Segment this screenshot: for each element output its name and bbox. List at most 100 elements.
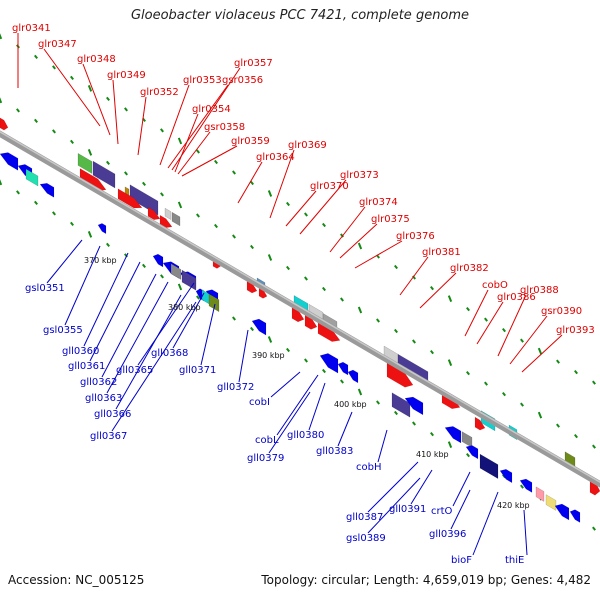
leader-glr0382 [419, 272, 457, 309]
scale-tick [322, 222, 326, 228]
gene-label-glr0359: glr0359 [231, 136, 270, 147]
gene-label-glr0347: glr0347 [38, 39, 77, 50]
gene-label-gsr0356: gsr0356 [222, 75, 263, 86]
leader-gll0383 [337, 411, 353, 447]
gene-label-cobo: cobO [482, 280, 508, 291]
scale-tick [177, 137, 183, 145]
gene-box [535, 486, 545, 502]
gene-box [129, 184, 159, 216]
label-leader-lines [17, 33, 563, 556]
leader-gsr0358 [177, 131, 211, 175]
reverse-gene-arrow [444, 426, 462, 444]
scale-tick [0, 33, 3, 40]
gene-label-glr0374: glr0374 [359, 197, 398, 208]
leader-gll0396 [450, 489, 471, 530]
scale-tick [556, 423, 560, 428]
genome-backbone [0, 130, 600, 488]
scale-tick [214, 159, 218, 165]
gene-label-glr0369: glr0369 [288, 140, 327, 151]
leader-glr0364 [237, 161, 263, 204]
reverse-gene-arrow [519, 478, 533, 493]
gene-label-gll0368: gll0368 [151, 348, 188, 359]
gene-label-gll0366: gll0366 [94, 409, 131, 420]
scale-tick [447, 295, 453, 302]
leader-gll0365 [137, 282, 195, 366]
kbp-label: 420 kbp [497, 501, 530, 510]
gene-label-glr0386: glr0386 [497, 292, 536, 303]
scale-tick [160, 128, 164, 133]
scale-tick [376, 318, 380, 323]
leader-glr0388 [497, 294, 527, 357]
reverse-gene-arrow [554, 503, 570, 521]
scale-tick [70, 221, 74, 227]
reverse-gene-arrow [337, 361, 349, 376]
gene-label-gll0362: gll0362 [80, 377, 117, 388]
scale-tick [520, 484, 524, 489]
leader-glr0370 [285, 190, 317, 227]
leader-glr0381 [399, 256, 429, 296]
forward-gene-arrow [117, 188, 143, 209]
reverse-gene-arrow [499, 469, 513, 484]
scale-tick [106, 160, 110, 166]
scale-tick [124, 107, 128, 112]
gene-label-gsr0358: gsr0358 [204, 122, 245, 133]
gene-label-gsl0389: gsl0389 [346, 533, 386, 544]
genome-summary-text: Topology: circular; Length: 4,659,019 bp… [261, 573, 591, 587]
scale-tick [196, 295, 200, 300]
gene-label-glr0354: glr0354 [192, 104, 231, 115]
scale-tick [214, 223, 218, 229]
leader-glr0393 [521, 334, 563, 373]
scale-tick [232, 170, 236, 175]
gene-label-gsl0351: gsl0351 [25, 283, 65, 294]
scale-tick [394, 410, 398, 416]
gene-box [170, 263, 182, 280]
leader-cobl [276, 374, 319, 436]
leader-glr0352 [137, 96, 147, 156]
scale-tick [124, 171, 128, 176]
scale-tick [52, 65, 56, 70]
map-title: Gloeobacter violaceus PCC 7421, complete… [130, 8, 470, 23]
gene-box [479, 453, 499, 480]
scale-tick [430, 431, 434, 437]
scale-tick [177, 201, 183, 209]
leader-gll0379 [268, 391, 311, 454]
leader-glr0348 [82, 63, 111, 136]
gene-label-gll0363: gll0363 [85, 393, 122, 404]
gene-label-glr0375: glr0375 [371, 214, 410, 225]
scale-tick [196, 213, 200, 218]
leader-glr0374 [329, 206, 366, 253]
scale-tick [304, 212, 308, 217]
scale-tick [430, 349, 434, 355]
accession-text: Accession: NC_005125 [8, 573, 145, 587]
leader-glr0376 [354, 240, 403, 269]
leader-gsl0389 [367, 477, 421, 534]
scale-tick [447, 359, 453, 366]
leader-gsl0355 [64, 245, 101, 326]
scale-tick [322, 368, 326, 374]
kbp-label: 380 kbp [168, 303, 201, 312]
scale-tick [520, 402, 524, 407]
scale-tick [304, 358, 308, 363]
leader-gll0368 [172, 292, 205, 349]
scale-tick [574, 434, 578, 439]
leader-gll0362 [101, 273, 157, 378]
scale-tick [232, 234, 236, 239]
kbp-label: 410 kbp [416, 450, 449, 459]
scale-tick [267, 336, 273, 343]
gene-box [391, 392, 411, 418]
scale-tick [0, 97, 3, 104]
gene-box [171, 211, 181, 227]
gene-label-gll0391: gll0391 [389, 504, 426, 515]
gene-label-thie: thiE [505, 555, 524, 566]
gene-label-crto: crtO [431, 506, 453, 517]
scale-tick [106, 96, 110, 102]
leader-gll0372 [238, 329, 249, 383]
gene-label-cobi: cobI [249, 397, 270, 408]
leader-biof [472, 491, 499, 556]
gene-label-glr0352: glr0352 [140, 87, 179, 98]
scale-tick [267, 190, 273, 197]
gene-box [545, 494, 557, 511]
scale-tick [537, 347, 543, 355]
leader-glr0353 [159, 84, 190, 166]
